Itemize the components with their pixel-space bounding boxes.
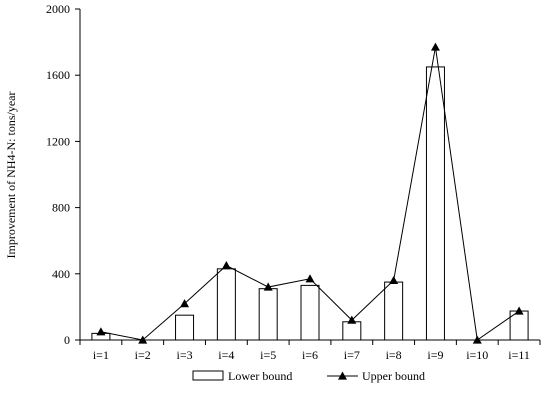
x-tick-label-7: i=8 [386,348,402,362]
bar-i=8 [384,281,404,341]
x-tick-label-3: i=4 [218,348,234,362]
y-axis-label: Improvement of NH4-N: tons/year [4,92,18,259]
bar-i=7 [342,321,362,341]
x-tick-label-0: i=1 [93,348,109,362]
upper-bound-point-i=6 [305,274,315,283]
bar-i=3 [175,314,195,341]
x-tick-label-4: i=5 [260,348,276,362]
legend: Lower bound Upper bound [192,369,425,383]
x-tick-label-5: i=6 [302,348,318,362]
upper-bound-point-i=11 [514,306,524,315]
y-tick-label-3: 1200 [46,134,70,148]
x-tick-label-8: i=9 [427,348,443,362]
upper-bound-point-i=9 [430,42,440,51]
legend-bar-swatch [192,370,224,381]
bar-i=6 [300,284,320,341]
y-tick-label-5: 2000 [46,2,70,16]
plot-area: 0 400 800 1200 1600 2000 i=1 i=2 i=3 i=4 i=5 i=6 i=7… [46,2,541,362]
upper-bound-point-i=7 [347,315,357,324]
upper-bound-point-i=10 [472,335,482,344]
upper-bound-point-i=5 [263,282,273,291]
upper-bound-point-i=4 [221,261,231,270]
x-tick-label-1: i=2 [135,348,151,362]
x-tick-label-6: i=7 [344,348,360,362]
legend-triangle-marker [338,371,347,380]
bar-i=5 [258,288,278,341]
y-tick-label-1: 400 [52,267,70,281]
x-tick-label-9: i=10 [466,348,488,362]
upper-bound-point-i=3 [180,299,190,308]
upper-bound-point-i=2 [138,335,148,344]
x-tick-label-2: i=3 [176,348,192,362]
upper-bound-point-i=1 [96,327,106,336]
bar-i=4 [216,268,236,341]
legend-label-lower-bound: Lower bound [228,369,292,383]
y-tick-label-0: 0 [64,333,70,347]
y-tick-label-2: 800 [52,201,70,215]
x-tick-label-10: i=11 [508,348,530,362]
bar-i=9 [425,66,445,341]
upper-bound-point-i=8 [389,275,399,285]
legend-label-upper-bound: Upper bound [362,369,425,383]
y-tick-label-4: 1600 [46,68,70,82]
